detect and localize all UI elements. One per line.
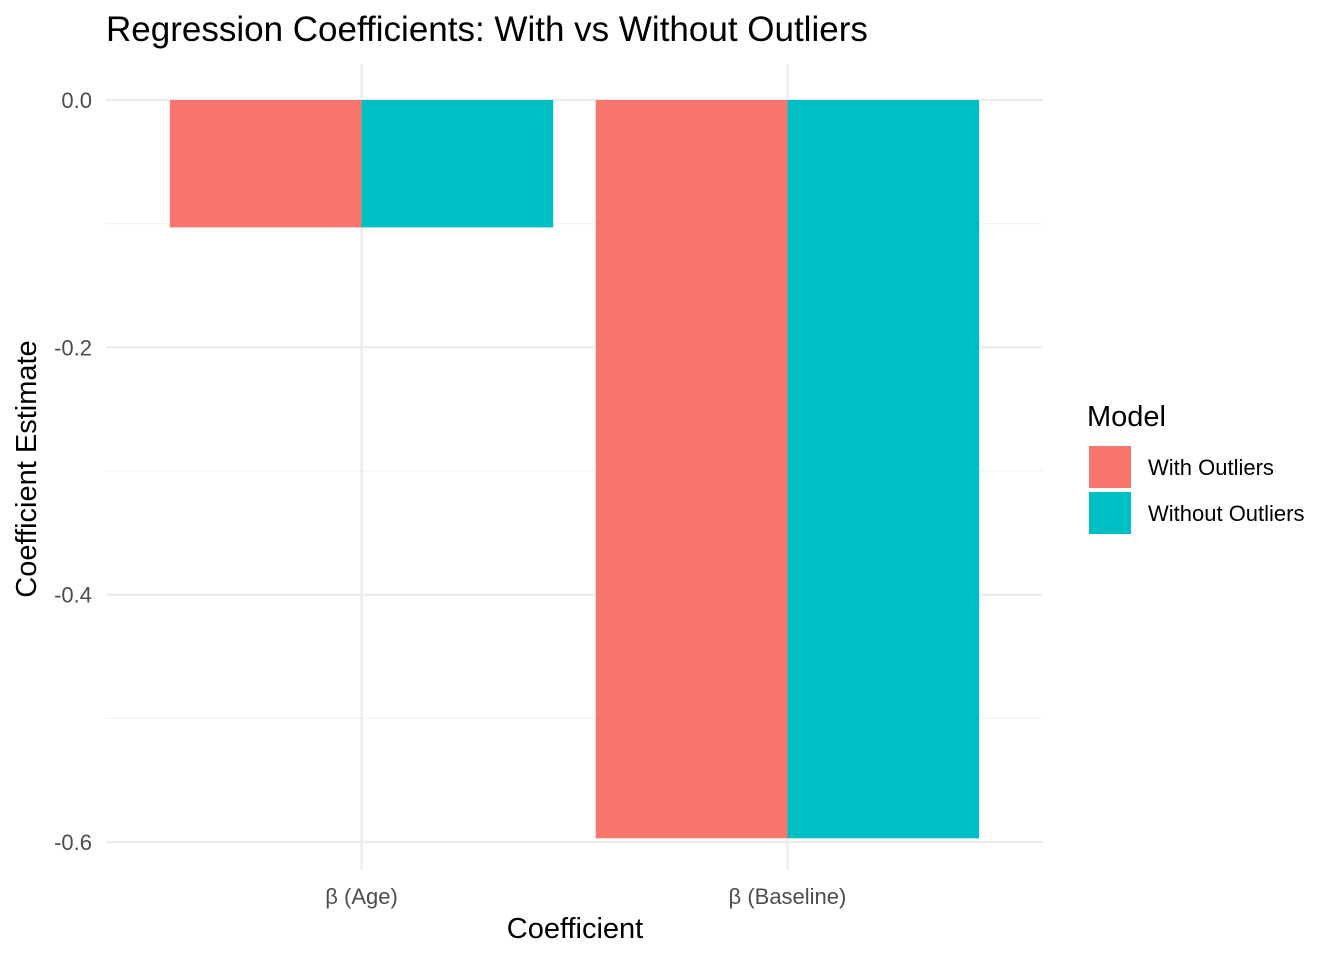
y-tick-labels: 0.0 -0.2 -0.4 -0.6 xyxy=(54,88,92,855)
legend-title: Model xyxy=(1087,401,1166,433)
bars xyxy=(169,100,980,839)
y-tick-label: 0.0 xyxy=(61,88,92,113)
bar xyxy=(595,100,788,839)
legend-label: With Outliers xyxy=(1148,455,1274,480)
bar xyxy=(169,100,362,228)
legend: Model With Outliers Without Outliers xyxy=(1087,401,1305,534)
y-tick-label: -0.4 xyxy=(54,583,92,608)
x-tick-label: β (Baseline) xyxy=(729,884,847,909)
chart-title: Regression Coefficients: With vs Without… xyxy=(106,10,868,49)
x-axis-title: Coefficient xyxy=(507,913,644,945)
legend-swatch xyxy=(1089,446,1131,488)
y-axis-title: Coefficient Estimate xyxy=(11,340,43,597)
y-tick-label: -0.6 xyxy=(54,830,92,855)
bar xyxy=(361,100,554,228)
legend-label: Without Outliers xyxy=(1148,501,1305,526)
legend-swatch xyxy=(1089,492,1131,534)
y-tick-label: -0.2 xyxy=(54,335,92,360)
bar xyxy=(787,100,980,839)
x-tick-label: β (Age) xyxy=(325,884,398,909)
x-tick-labels: β (Age) β (Baseline) xyxy=(325,884,846,909)
